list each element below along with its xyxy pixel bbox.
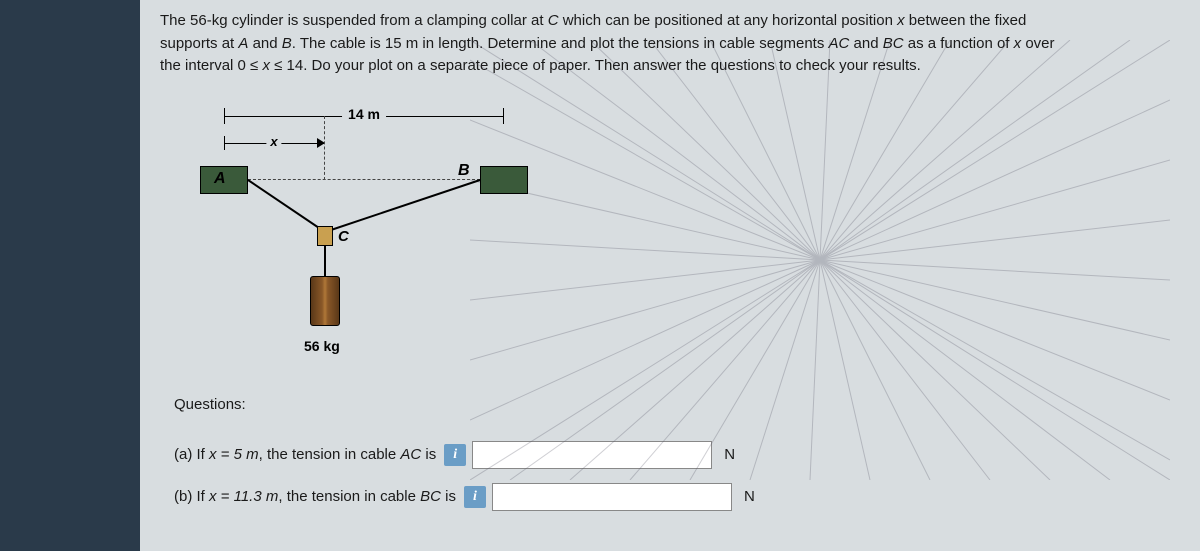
problem-statement: The 56-kg cylinder is suspended from a c… bbox=[160, 10, 1180, 78]
span-label: 14 m bbox=[342, 106, 386, 122]
dimension-span: 14 m bbox=[224, 108, 504, 124]
answer-a-input[interactable] bbox=[472, 441, 712, 469]
cylinder-mass bbox=[310, 276, 340, 326]
label-c: C bbox=[338, 228, 349, 245]
question-a-row: (a) If x = 5 m, the tension in cable AC … bbox=[174, 441, 1180, 469]
unit-a: N bbox=[724, 446, 735, 463]
page-content: The 56-kg cylinder is suspended from a c… bbox=[140, 0, 1200, 551]
question-a-text: (a) If x = 5 m, the tension in cable AC … bbox=[174, 446, 436, 463]
collar-c bbox=[317, 226, 333, 246]
info-icon[interactable]: i bbox=[444, 444, 466, 466]
answer-b-input[interactable] bbox=[492, 483, 732, 511]
x-label: x bbox=[266, 134, 281, 149]
dimension-x: x bbox=[224, 136, 324, 150]
mass-label: 56 kg bbox=[304, 338, 340, 354]
questions-heading: Questions: bbox=[174, 396, 1180, 413]
unit-b: N bbox=[744, 488, 755, 505]
question-b-text: (b) If x = 11.3 m, the tension in cable … bbox=[174, 488, 456, 505]
question-b-row: (b) If x = 11.3 m, the tension in cable … bbox=[174, 483, 1180, 511]
hanger-line bbox=[324, 246, 326, 276]
info-icon[interactable]: i bbox=[464, 486, 486, 508]
figure: 14 m x A B C 56 kg bbox=[200, 108, 600, 378]
cable-lines bbox=[200, 166, 530, 286]
